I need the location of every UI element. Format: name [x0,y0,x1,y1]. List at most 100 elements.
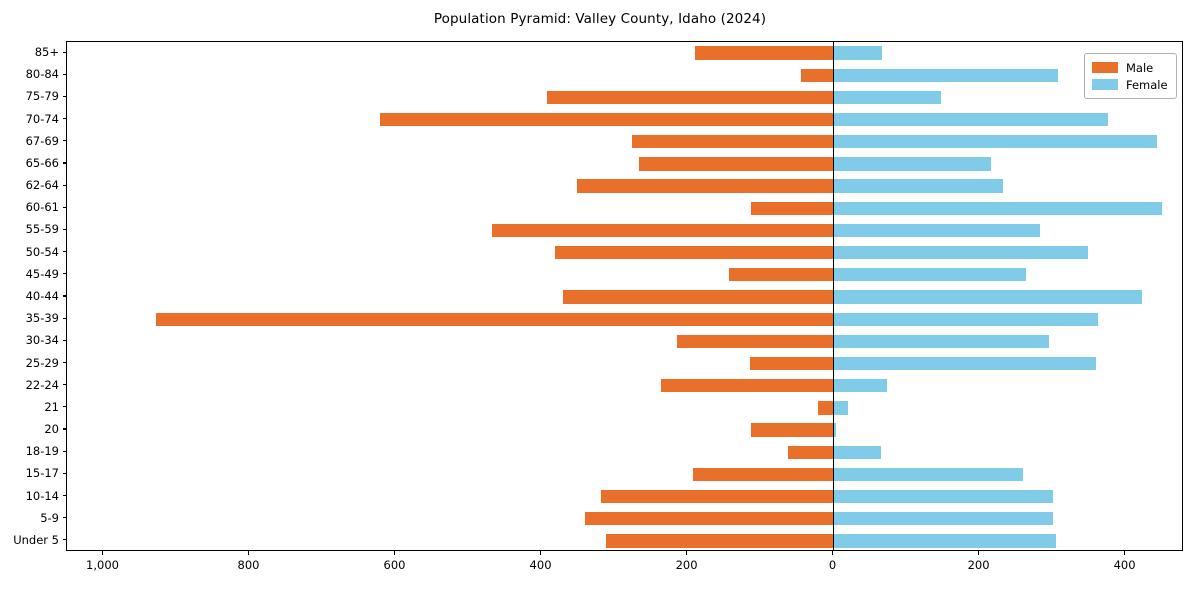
y-tick-mark [62,273,66,275]
bar-male [801,68,834,82]
bar-female [833,290,1142,304]
bar-group-row [67,223,1182,238]
bar-female [833,223,1041,238]
x-tick-mark [978,551,980,555]
legend-item: Male [1092,59,1168,76]
y-tick-label: 67-69 [25,133,59,148]
y-tick-mark [62,317,66,319]
legend-label: Male [1126,60,1154,75]
bar-female [833,356,1097,371]
bar-group-row [67,312,1182,326]
bar-female [833,334,1049,348]
y-tick-label: 21 [44,399,59,414]
bar-group-row [67,268,1182,282]
plot-area [66,41,1183,551]
bar-group-row [67,68,1182,82]
page-title: Population Pyramid: Valley County, Idaho… [433,11,767,27]
bar-female [833,401,849,415]
bar-group-row [67,534,1182,548]
bar-group-row [67,46,1182,60]
bar-female [833,135,1157,149]
y-tick-mark [62,361,66,364]
bar-female [833,423,836,437]
y-tick-label: 75-79 [25,89,59,104]
bar-female [833,268,1027,282]
bar-male [491,223,834,238]
bar-group-row [67,401,1182,415]
x-tick-label: 200 [675,558,698,572]
x-tick-label: 1,000 [86,558,119,572]
bar-female [833,201,1163,215]
bar-male [787,445,834,459]
legend-label: Female [1126,77,1168,92]
y-tick-mark [62,73,66,75]
y-tick-mark [62,295,66,297]
bar-male [751,201,834,215]
y-tick-label: 60-61 [25,200,59,215]
x-tick-label: 0 [828,558,837,572]
bar-female [833,489,1053,504]
bar-group-row [67,179,1182,193]
bar-group-row [67,290,1182,304]
bar-group-row [67,379,1182,393]
y-tick-label: 50-54 [25,244,59,259]
y-tick-mark [62,228,66,231]
bar-group-row [67,489,1182,504]
y-tick-mark [62,428,66,430]
bar-male [554,246,834,260]
x-tick-label: 400 [529,558,552,572]
y-tick-mark [62,517,66,519]
y-tick-label: 18-19 [25,444,59,459]
bar-male [585,512,834,526]
x-tick-label: 800 [237,558,260,572]
chart-legend: Male Female [1084,53,1177,99]
y-tick-label: 25-29 [25,355,59,370]
bar-group-row [67,112,1182,127]
bar-male [639,157,834,171]
y-tick-label: 55-59 [25,222,59,237]
bar-group-row [67,201,1182,215]
y-tick-mark [62,339,66,341]
bar-male [693,467,834,482]
y-tick-mark [62,384,66,386]
bar-male [380,112,834,127]
bar-female [833,534,1057,548]
bar-female [833,445,882,459]
legend-item: Female [1092,76,1168,93]
bar-male [156,312,834,326]
bar-male [749,356,834,371]
y-tick-label: 45-49 [25,266,59,281]
bar-group-row [67,246,1182,260]
bar-group-row [67,423,1182,437]
x-tick-label: 600 [383,558,406,572]
y-tick-label: 85+ [34,45,59,60]
y-tick-mark [62,472,66,474]
bar-male [576,179,834,193]
y-tick-mark [62,450,66,452]
y-tick-mark [62,184,66,186]
legend-swatch-icon [1092,62,1118,73]
bar-female [833,312,1098,326]
y-tick-mark [62,495,66,497]
bar-male [546,90,834,105]
bar-group-row [67,512,1182,526]
y-tick-mark [62,162,66,164]
x-tick-label: 400 [1113,558,1136,572]
y-tick-label: 80-84 [25,67,59,82]
x-tick-mark [247,551,250,555]
bar-female [833,379,887,393]
y-tick-mark [62,251,66,253]
y-tick-label: 65-66 [25,155,59,170]
bar-female [833,467,1023,482]
bars-layer [67,42,1182,550]
bar-group-row [67,334,1182,348]
x-tick-mark [832,551,834,555]
bar-male [632,135,834,149]
y-tick-label: 5-9 [40,510,59,525]
bar-male [729,268,834,282]
y-tick-mark [62,539,66,541]
bar-female [833,46,883,60]
bar-female [833,112,1109,127]
x-tick-label: 200 [967,558,990,572]
